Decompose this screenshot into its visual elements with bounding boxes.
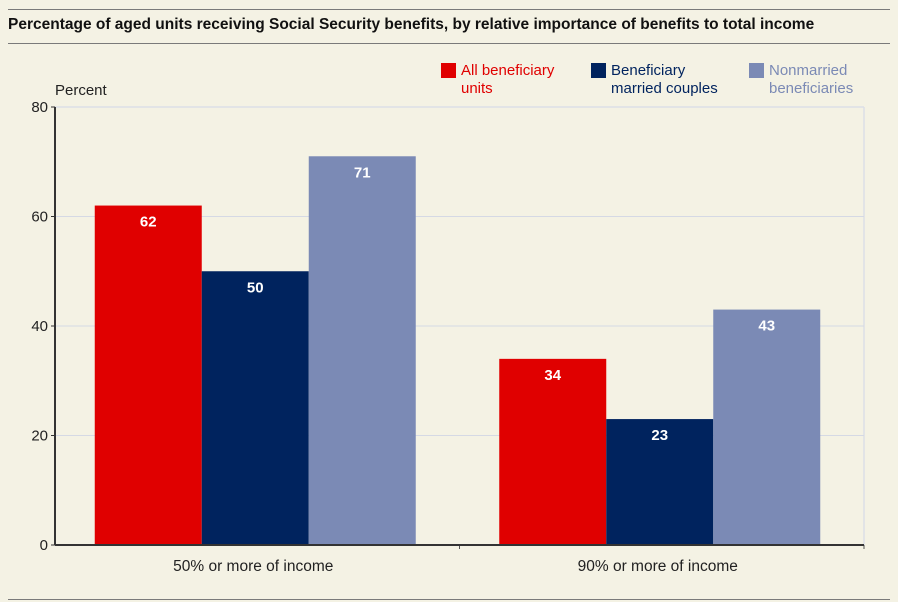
y-tick-label: 0 — [40, 537, 48, 554]
bar — [308, 156, 416, 545]
y-tick-label: 80 — [31, 99, 48, 116]
legend-label: Beneficiary married couples — [611, 62, 718, 98]
data-label: 34 — [544, 367, 561, 384]
chart-title: Percentage of aged units receiving Socia… — [8, 16, 815, 33]
y-tick-label: 40 — [31, 318, 48, 335]
x-tick-label: 50% or more of income — [173, 558, 333, 575]
bar — [499, 358, 607, 545]
bar — [713, 309, 821, 545]
legend-label-line: Nonmarried — [769, 62, 848, 79]
y-axis-label: Percent — [55, 82, 108, 99]
data-label: 71 — [354, 164, 371, 181]
legend-label: Nonmarried beneficiaries — [769, 62, 853, 98]
legend-swatch — [441, 63, 456, 78]
data-label: 43 — [758, 318, 775, 335]
bottom-rule — [8, 599, 890, 600]
data-label: 23 — [651, 427, 668, 444]
title-rule — [8, 43, 890, 44]
legend-label-line: units — [461, 80, 493, 97]
top-rule — [8, 9, 890, 10]
data-label: 50 — [247, 279, 264, 296]
y-tick-label: 60 — [31, 209, 48, 226]
legend-label-line: All beneficiary — [461, 62, 555, 79]
legend-label-line: beneficiaries — [769, 80, 854, 97]
bar — [606, 419, 714, 545]
legend-label-line: married couples — [611, 80, 718, 97]
legend-label: All beneficiary units — [461, 62, 554, 98]
legend-label-line: Beneficiary — [611, 62, 686, 79]
bar — [201, 271, 309, 545]
legend-swatch — [591, 63, 606, 78]
y-tick-label: 20 — [31, 428, 48, 445]
data-label: 62 — [140, 214, 157, 231]
x-tick-label: 90% or more of income — [578, 558, 738, 575]
legend-swatch — [749, 63, 764, 78]
bar — [94, 205, 202, 546]
